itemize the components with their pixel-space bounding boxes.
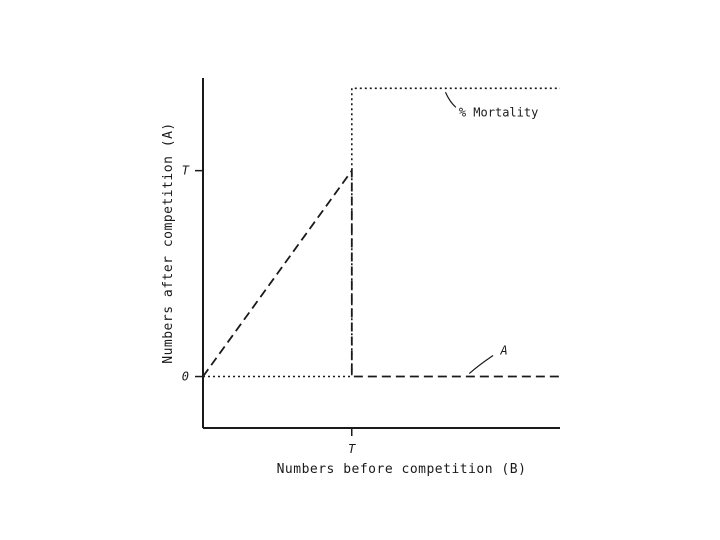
a-leader-line [468, 355, 494, 374]
y-axis-label: Numbers after competition (A) [161, 122, 176, 363]
y-tick-label: 0 [182, 370, 189, 384]
plot-area: T 0 T % Mortality A [182, 78, 560, 456]
x-axis-label: Numbers before competition (B) [277, 462, 527, 477]
series-line-mortality [203, 87, 560, 378]
y-tick-label: T [182, 164, 190, 178]
annotation-group: % Mortality A [444, 92, 538, 374]
x-tick-label: T [348, 442, 356, 456]
mortality-leader-line [444, 92, 457, 108]
a-annotation: A [500, 344, 508, 358]
mortality-annotation: % Mortality [459, 105, 538, 119]
tick-group: T 0 T [182, 164, 356, 456]
series-group [202, 87, 560, 378]
